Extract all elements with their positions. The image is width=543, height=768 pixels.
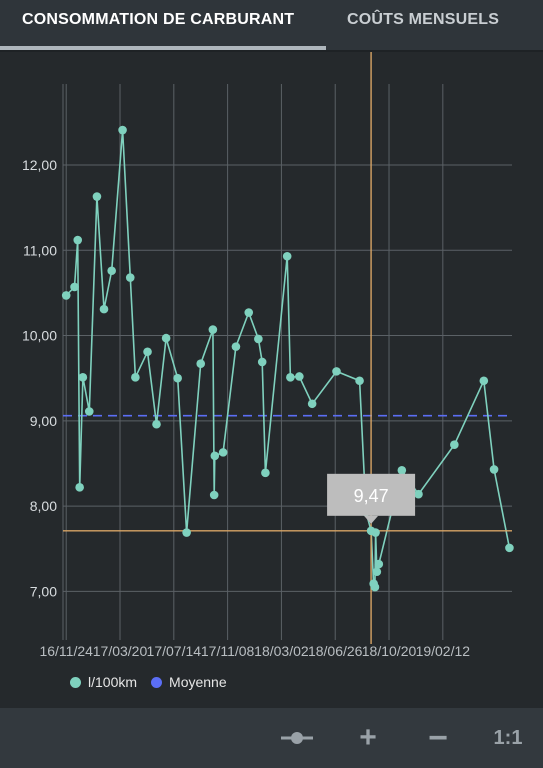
legend-dot-consumption	[70, 676, 81, 688]
zoom-in-button[interactable]: +	[359, 721, 377, 754]
chart-toolbar: + − 1:1	[0, 708, 543, 768]
legend-dot-average	[151, 676, 163, 688]
data-point	[450, 440, 459, 449]
data-point	[143, 347, 152, 357]
data-point	[208, 325, 218, 334]
x-tick-label: 19/02/12	[416, 643, 471, 659]
y-tick-label: 12,00	[22, 157, 57, 173]
zoom-out-button[interactable]: −	[428, 718, 448, 757]
data-point	[75, 483, 84, 492]
slider-dot-icon[interactable]	[277, 720, 317, 756]
x-tick-label: 18/06/26	[308, 643, 363, 659]
data-point	[479, 376, 489, 386]
data-point	[355, 376, 364, 386]
legend-item-consumption: l/100km	[70, 674, 137, 690]
x-tick-label: 17/11/08	[201, 643, 255, 659]
tab-fuel-consumption[interactable]: CONSOMMATION DE CARBURANT	[22, 11, 295, 28]
data-point	[505, 543, 514, 553]
data-point	[307, 399, 317, 409]
data-point	[370, 582, 380, 592]
data-point	[118, 125, 127, 135]
data-point	[161, 333, 171, 343]
tooltip-box	[327, 473, 416, 516]
data-point	[131, 373, 140, 382]
data-point	[254, 334, 263, 344]
data-point	[182, 528, 191, 537]
tooltip-pointer	[364, 515, 379, 524]
data-point	[282, 251, 292, 261]
tab-bar: CONSOMMATION DE CARBURANT COÛTS MENSUELS	[0, 0, 543, 50]
x-tick-label: 18/10/20	[362, 643, 417, 659]
data-point	[286, 373, 295, 382]
data-point	[99, 304, 109, 314]
data-point	[244, 308, 254, 317]
data-point	[371, 528, 380, 537]
y-tick-label: 7,00	[30, 583, 57, 599]
y-tick-label: 10,00	[22, 328, 57, 344]
tab-divider	[0, 50, 543, 52]
data-point	[397, 465, 407, 475]
data-point	[152, 419, 161, 429]
data-point	[209, 490, 219, 500]
legend-label-average: Moyenne	[169, 674, 227, 690]
data-point	[70, 282, 79, 292]
data-point	[489, 465, 499, 474]
data-point	[414, 489, 423, 499]
legend-item-average: Moyenne	[151, 674, 227, 690]
series-line	[65, 129, 511, 588]
data-point	[84, 407, 94, 416]
tooltip-value: 9,47	[354, 486, 389, 506]
data-point	[196, 359, 206, 368]
data-point	[173, 373, 182, 383]
y-tick-label: 11,00	[23, 242, 57, 258]
y-tick-label: 8,00	[30, 498, 57, 514]
data-point	[231, 342, 241, 351]
data-point	[61, 291, 71, 300]
data-point	[210, 451, 220, 461]
data-point	[332, 367, 341, 376]
data-point	[257, 357, 267, 367]
y-tick-label: 9,00	[30, 413, 57, 429]
fuel-consumption-chart[interactable]: 7,00 8,00 9,00 10,00 11,00 12,00 16/11/24 17/03…	[0, 52, 543, 672]
data-point	[125, 273, 135, 282]
data-point	[107, 266, 116, 276]
data-point	[374, 559, 384, 569]
tab-monthly-costs[interactable]: COÛTS MENSUELS	[347, 11, 500, 28]
data-point	[261, 468, 270, 478]
legend-label-consumption: l/100km	[88, 674, 138, 690]
x-tick-label: 18/03/02	[254, 643, 309, 659]
x-tick-label: 16/11/24	[39, 643, 93, 659]
data-point	[218, 448, 228, 457]
active-tab-indicator	[0, 46, 326, 50]
data-point	[73, 235, 83, 245]
data-point	[295, 372, 304, 381]
reset-zoom-button[interactable]: 1:1	[493, 726, 523, 749]
data-point	[78, 373, 88, 382]
x-tick-label: 17/03/20	[93, 643, 148, 659]
x-tick-label: 17/07/14	[147, 643, 202, 659]
data-point	[372, 567, 382, 577]
data-point	[92, 192, 102, 201]
chart-legend: l/100km Moyenne	[70, 672, 241, 692]
